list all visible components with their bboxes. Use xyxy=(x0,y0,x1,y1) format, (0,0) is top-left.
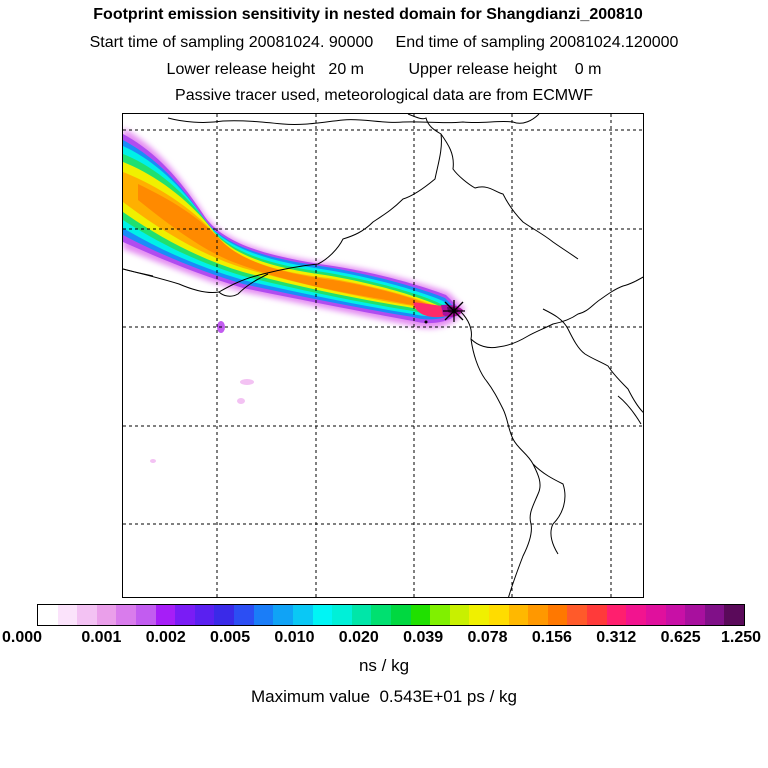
scale-swatch xyxy=(273,605,293,625)
scale-swatch xyxy=(351,605,372,625)
scale-tick-label: 0.039 xyxy=(403,629,444,646)
scale-swatch xyxy=(332,605,352,625)
footprint-map xyxy=(122,113,644,598)
scale-tick-label: 0.005 xyxy=(210,629,251,646)
scale-swatch xyxy=(430,605,450,625)
scale-swatch xyxy=(77,605,97,625)
scale-swatch xyxy=(116,605,137,625)
scale-swatch xyxy=(38,605,58,625)
scale-swatch xyxy=(292,605,313,625)
scale-swatch xyxy=(57,605,78,625)
scale-tick-label: 0.625 xyxy=(660,629,701,646)
station-dot xyxy=(424,320,428,324)
scale-swatch xyxy=(508,605,529,625)
scale-swatch xyxy=(724,605,744,625)
scale-tick-label: 1.250 xyxy=(720,629,762,646)
scale-tick-label: 0.002 xyxy=(145,629,186,646)
emission-plume xyxy=(123,128,465,463)
plot-title: Footprint emission sensitivity in nested… xyxy=(93,6,643,23)
scale-tick-label: 0.020 xyxy=(338,629,379,646)
scale-tick-label: 0.010 xyxy=(274,629,315,646)
scale-swatch xyxy=(567,605,588,625)
scale-swatch xyxy=(645,605,666,625)
scale-swatch xyxy=(528,605,548,625)
scale-tick-label: 0.001 xyxy=(81,629,122,646)
scale-swatch xyxy=(665,605,686,625)
scale-swatch xyxy=(449,605,470,625)
scale-swatch xyxy=(469,605,490,625)
scale-swatch xyxy=(214,605,235,625)
scale-swatch xyxy=(685,605,705,625)
scale-swatch xyxy=(155,605,176,625)
release-heights: Lower release height 20 m Upper release … xyxy=(166,61,602,78)
scale-swatch xyxy=(371,605,391,625)
receptor-marker xyxy=(443,300,465,322)
scale-swatch xyxy=(606,605,627,625)
scale-unit: ns / kg xyxy=(358,656,410,675)
scale-swatch xyxy=(704,605,725,625)
scale-swatch xyxy=(390,605,411,625)
scale-swatch xyxy=(587,605,607,625)
maximum-value: Maximum value 0.543E+01 ps / kg xyxy=(251,687,517,706)
coastlines xyxy=(123,114,643,597)
color-scale-bar xyxy=(37,604,745,626)
scale-swatch xyxy=(194,605,215,625)
graticule xyxy=(123,114,643,597)
scale-swatch xyxy=(136,605,156,625)
sampling-times: Start time of sampling 20081024. 90000 E… xyxy=(89,34,679,51)
scale-tick-label: 0.000 xyxy=(1,629,43,646)
scale-swatch xyxy=(312,605,333,625)
map-canvas xyxy=(123,114,643,597)
scale-swatch xyxy=(234,605,254,625)
scale-tick-label: 0.156 xyxy=(531,629,572,646)
scale-swatch xyxy=(96,605,117,625)
tracer-info: Passive tracer used, meteorological data… xyxy=(175,87,593,104)
scale-swatch xyxy=(489,605,509,625)
scale-swatch xyxy=(253,605,274,625)
scale-swatch xyxy=(626,605,646,625)
scale-tick-label: 0.078 xyxy=(467,629,508,646)
scale-tick-label: 0.312 xyxy=(596,629,637,646)
scale-swatch xyxy=(547,605,568,625)
scale-swatch xyxy=(175,605,195,625)
scale-swatch xyxy=(410,605,431,625)
